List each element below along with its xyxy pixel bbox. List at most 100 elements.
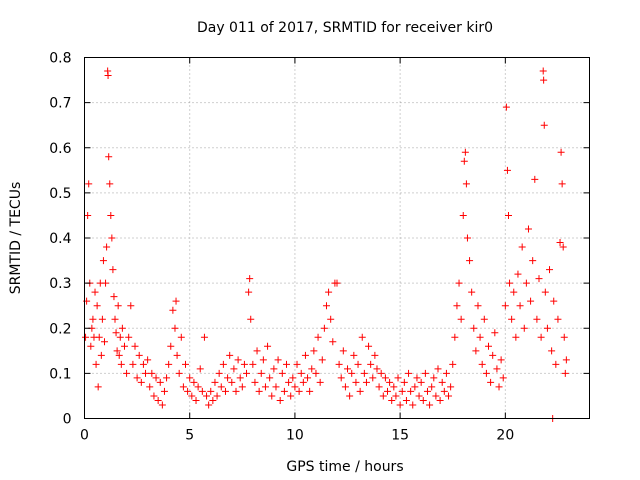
data-point — [558, 180, 566, 188]
data-point — [333, 279, 341, 287]
data-point — [192, 396, 200, 404]
data-point — [417, 378, 425, 386]
data-point — [310, 347, 318, 355]
data-point — [491, 329, 499, 337]
data-point — [423, 387, 431, 395]
data-point — [559, 243, 567, 251]
data-point — [449, 360, 457, 368]
data-point — [111, 315, 119, 323]
data-point — [160, 387, 168, 395]
data-point — [144, 356, 152, 364]
ticks: 0 5 10 15 20 0 0.1 0.2 0.3 0.4 0.5 0.6 0.7 0.8 — [49, 51, 590, 444]
data-point — [213, 392, 221, 400]
y-tick-label: 0.1 — [49, 366, 71, 382]
data-point — [550, 297, 558, 305]
y-tick-label: 0.2 — [49, 321, 71, 337]
data-point — [508, 315, 516, 323]
data-point — [131, 342, 139, 350]
data-point — [322, 302, 330, 310]
data-point — [104, 72, 112, 80]
data-point — [405, 369, 413, 377]
data-point — [398, 387, 406, 395]
data-point — [495, 383, 503, 391]
data-point — [207, 387, 215, 395]
data-point — [234, 356, 242, 364]
data-point — [426, 401, 434, 409]
data-point — [120, 342, 128, 350]
data-point — [524, 225, 532, 233]
data-point — [255, 387, 263, 395]
data-point — [175, 369, 183, 377]
data-point — [352, 378, 360, 386]
data-point — [480, 315, 488, 323]
data-point — [110, 293, 118, 301]
data-point — [272, 383, 280, 391]
data-point — [377, 369, 385, 377]
data-point — [137, 378, 145, 386]
data-point — [264, 342, 272, 350]
data-point — [184, 387, 192, 395]
data-point — [112, 329, 120, 337]
data-point — [293, 360, 301, 368]
data-point — [198, 387, 206, 395]
data-point — [529, 257, 537, 265]
data-point — [453, 302, 461, 310]
data-point — [113, 347, 121, 355]
data-point — [520, 324, 528, 332]
data-point — [533, 315, 541, 323]
data-point — [344, 365, 352, 373]
data-point — [485, 342, 492, 350]
data-point — [504, 211, 512, 219]
data-point — [283, 360, 290, 368]
data-point — [421, 369, 429, 377]
data-point — [392, 392, 400, 400]
data-point — [217, 383, 225, 391]
data-point — [245, 288, 253, 296]
data-point — [407, 387, 415, 395]
data-point — [129, 360, 137, 368]
data-point — [224, 374, 232, 382]
data-point — [384, 387, 391, 395]
data-point — [98, 315, 106, 323]
data-point — [506, 279, 514, 287]
data-point — [489, 351, 497, 359]
data-point — [497, 356, 505, 364]
data-point — [501, 302, 509, 310]
y-tick-label: 0.8 — [49, 51, 71, 67]
data-point — [428, 383, 436, 391]
data-point — [301, 351, 309, 359]
data-point — [375, 383, 383, 391]
data-point — [171, 324, 179, 332]
data-point — [535, 275, 543, 283]
data-point — [173, 351, 181, 359]
data-point — [320, 324, 328, 332]
data-point — [358, 333, 366, 341]
data-point — [85, 180, 93, 188]
data-point — [360, 369, 368, 377]
data-point — [194, 383, 202, 391]
data-point — [190, 378, 198, 386]
data-point — [259, 356, 267, 364]
data-point — [182, 360, 189, 368]
data-point — [304, 374, 312, 382]
data-point — [562, 356, 570, 364]
data-point — [91, 288, 99, 296]
data-point — [167, 342, 175, 350]
data-point — [226, 351, 234, 359]
data-point — [379, 392, 387, 400]
data-point — [150, 392, 158, 400]
data-point — [341, 383, 349, 391]
data-point — [466, 257, 474, 265]
data-point — [278, 369, 286, 377]
data-point — [295, 387, 303, 395]
data-point — [169, 306, 177, 314]
data-point — [108, 234, 116, 242]
data-point — [203, 392, 211, 400]
data-point — [560, 333, 568, 341]
data-point — [308, 365, 316, 373]
x-axis-label: GPS time / hours — [286, 459, 403, 475]
data-point — [390, 383, 398, 391]
data-point — [396, 401, 404, 409]
data-point — [468, 288, 476, 296]
